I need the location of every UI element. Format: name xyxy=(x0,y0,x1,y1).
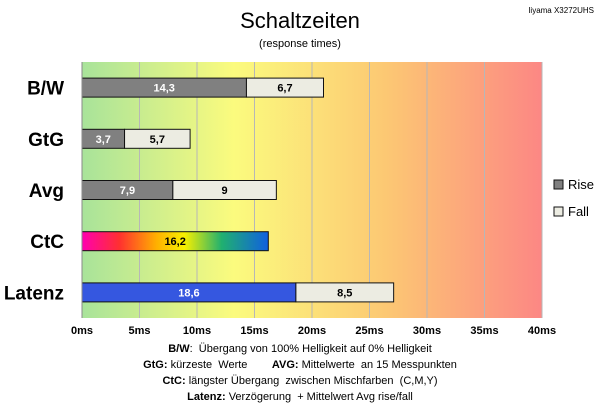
footnote-term: GtG: xyxy=(143,359,168,371)
x-tick-label: 10ms xyxy=(183,325,211,337)
footnote-text: Verzögerung + Mittelwert Avg rise/fall xyxy=(225,391,413,403)
model-label: Iiyama X3272UHS xyxy=(528,6,594,15)
legend-label-rise: Rise xyxy=(568,177,594,192)
x-tick-label: 15ms xyxy=(240,325,268,337)
bar-fall xyxy=(295,282,395,303)
category-label: Latenz xyxy=(4,283,64,304)
bar-value-label: 7,9 xyxy=(120,185,135,197)
x-tick-label: 20ms xyxy=(298,325,326,337)
x-tick-label: 40ms xyxy=(528,325,556,337)
legend-label-fall: Fall xyxy=(568,204,589,219)
bars: 14,3 6,7 3,7 5,7 7,9 9 16,2 18,6 8,5 xyxy=(81,77,395,303)
bar-value-label: 8,5 xyxy=(337,287,352,299)
footnote-line: CtC: längster Übergang zwischen Mischfar… xyxy=(0,373,600,389)
x-tick-label: 35ms xyxy=(470,325,498,337)
footnote-line: GtG: kürzeste Werte AVG: Mittelwerte an … xyxy=(0,357,600,373)
bar-fall xyxy=(245,77,324,98)
category-label: CtC xyxy=(30,232,64,253)
footnote-term: CtC: xyxy=(162,375,186,387)
x-tick-label: 0ms xyxy=(71,325,93,337)
category-label: GtG xyxy=(28,130,64,151)
footnote-term: Latenz: xyxy=(187,391,226,403)
footnote-term: AVG: xyxy=(271,359,299,371)
chart-title: Schaltzeiten xyxy=(240,8,360,33)
bar-value-label: 5,7 xyxy=(150,134,165,146)
legend-swatch-fall xyxy=(553,206,564,217)
footnote-line: Latenz: Verzögerung + Mittelwert Avg ris… xyxy=(0,389,600,405)
footnote-term: B/W xyxy=(168,343,190,355)
footnote-text: längster Übergang zwischen Mischfarben (… xyxy=(185,375,438,387)
x-tick-label: 30ms xyxy=(413,325,441,337)
category-label: B/W xyxy=(27,79,64,100)
bar-value-label: 6,7 xyxy=(277,83,292,95)
bar-fall xyxy=(124,128,191,149)
x-tick-label: 25ms xyxy=(355,325,383,337)
bar-value-label: 18,6 xyxy=(178,287,199,299)
legend: Rise Fall xyxy=(553,177,594,219)
legend-swatch-rise xyxy=(553,179,564,190)
bar-fall xyxy=(172,180,277,200)
bar-value-label: 14,3 xyxy=(154,83,175,95)
bar-value-label: 3,7 xyxy=(96,134,111,146)
footnote-text: : Übergang von 100% Helligkeit auf 0% He… xyxy=(189,343,432,355)
category-label: Avg xyxy=(29,181,64,202)
chart-subtitle: (response times) xyxy=(259,38,341,50)
footnote-text: Mittelwerte an 15 Messpunkten xyxy=(298,359,457,371)
axes: 0ms 5ms 10ms 15ms 20ms 25ms 30ms 35ms 40ms B/W GtG… xyxy=(4,62,556,337)
bar-value-label: 9 xyxy=(222,185,228,197)
footnote-text: kürzeste Werte xyxy=(167,359,272,371)
footnote-line: B/W: Übergang von 100% Helligkeit auf 0%… xyxy=(0,341,600,357)
bar-value-label: 16,2 xyxy=(164,236,185,248)
x-tick-label: 5ms xyxy=(128,325,150,337)
